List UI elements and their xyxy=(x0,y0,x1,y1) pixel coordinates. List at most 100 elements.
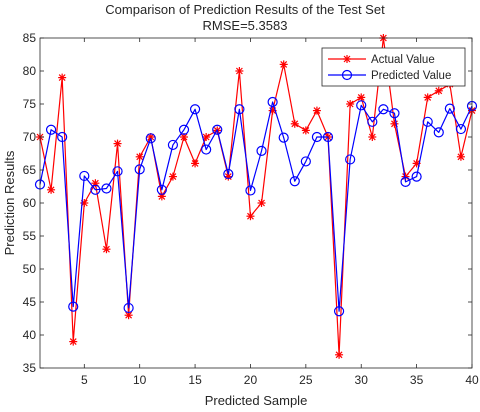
asterisk-stroke xyxy=(357,93,365,101)
y-axis-label: Prediction Results xyxy=(2,150,17,255)
predicted-value-point xyxy=(156,184,167,195)
predicted-value-point xyxy=(444,103,455,114)
asterisk-stroke xyxy=(191,159,199,167)
actual-value-point xyxy=(124,311,133,320)
predicted-value-point xyxy=(455,123,467,135)
predicted-value-point xyxy=(79,170,90,182)
asterisk-stroke xyxy=(180,133,188,141)
actual-value-point xyxy=(390,119,399,128)
actual-value-point xyxy=(135,152,144,161)
predicted-value-point xyxy=(378,104,389,115)
predicted-value-point xyxy=(123,302,134,314)
x-tick-label: 5 xyxy=(81,373,88,387)
asterisk-stroke xyxy=(391,120,398,128)
predicted-value-line xyxy=(39,101,473,312)
asterisk-stroke xyxy=(368,133,376,141)
actual-value-point xyxy=(202,133,211,141)
predicted-value-point xyxy=(422,116,433,127)
actual-value-point xyxy=(257,199,266,207)
asterisk-stroke xyxy=(69,338,77,346)
actual-value-point xyxy=(456,152,465,161)
asterisk-stroke xyxy=(202,133,210,141)
predicted-value-point xyxy=(234,104,245,115)
predicted-value-point xyxy=(57,131,68,143)
series-layer xyxy=(34,34,478,359)
actual-value-point xyxy=(113,139,122,148)
actual-value-point xyxy=(357,93,366,102)
asterisk-stroke xyxy=(413,159,421,167)
y-tick-label: 40 xyxy=(23,328,37,342)
predicted-value-point xyxy=(167,139,179,151)
predicted-value-point xyxy=(256,145,267,156)
predicted-value-point xyxy=(267,96,278,108)
legend-label-actual: Actual Value xyxy=(371,54,435,66)
predicted-value-point xyxy=(90,184,101,195)
actual-value-point xyxy=(191,159,200,168)
asterisk-stroke xyxy=(291,120,299,128)
asterisk-stroke xyxy=(280,60,288,68)
actual-value-point xyxy=(102,245,111,254)
actual-value-point xyxy=(47,185,56,194)
asterisk-stroke xyxy=(47,186,55,194)
asterisk-stroke xyxy=(247,212,254,220)
x-tick-label: 40 xyxy=(465,373,479,387)
actual-value-point xyxy=(235,67,244,75)
actual-value-point xyxy=(335,350,344,359)
predicted-value-point xyxy=(333,306,345,317)
x-tick-label: 15 xyxy=(188,373,202,387)
actual-value-point xyxy=(246,212,255,221)
plot-area xyxy=(40,38,472,368)
actual-value-point xyxy=(423,93,432,102)
x-axis-label: Predicted Sample xyxy=(205,393,308,408)
predicted-value-point xyxy=(134,164,145,175)
asterisk-stroke xyxy=(313,107,321,115)
y-tick-label: 80 xyxy=(23,64,37,78)
asterisk-stroke xyxy=(235,67,243,75)
predicted-value-point xyxy=(201,144,212,155)
predicted-value-point xyxy=(212,124,223,135)
predicted-value-point xyxy=(101,183,112,194)
y-tick-label: 35 xyxy=(23,361,37,375)
x-tick-label: 25 xyxy=(299,373,313,387)
legend-box xyxy=(321,47,466,87)
predicted-value-point xyxy=(300,156,311,167)
asterisk-stroke xyxy=(302,126,310,134)
asterisk-stroke xyxy=(136,153,144,161)
actual-value-point xyxy=(301,126,310,135)
asterisk-stroke xyxy=(169,173,177,181)
y-tick-label: 70 xyxy=(23,130,37,144)
legend-marker-actual xyxy=(343,55,351,63)
predicted-value-point xyxy=(178,124,190,135)
asterisk-stroke xyxy=(125,311,133,319)
chart-title: Comparison of Prediction Results of the … xyxy=(105,2,385,17)
predicted-value-point xyxy=(145,133,156,144)
actual-value-point xyxy=(346,100,355,108)
y-tick-label: 45 xyxy=(23,295,37,309)
predicted-value-point xyxy=(245,185,256,196)
asterisk-stroke xyxy=(147,133,155,141)
x-tick-label: 10 xyxy=(133,373,147,387)
predicted-value-point xyxy=(356,100,367,111)
asterisk-stroke xyxy=(258,199,265,207)
legend: Actual Value Predicted Value xyxy=(321,47,466,87)
x-tick-label: 20 xyxy=(244,373,258,387)
asterisk-stroke xyxy=(58,74,66,82)
predicted-value-point xyxy=(389,108,400,119)
predicted-value-point xyxy=(289,176,300,187)
predicted-value-point xyxy=(367,116,378,127)
actual-value-point xyxy=(69,337,78,346)
asterisk-stroke xyxy=(402,173,409,181)
actual-value-point xyxy=(58,73,67,82)
asterisk-stroke xyxy=(435,87,443,95)
predicted-value-point xyxy=(112,166,123,177)
y-tick-label: 85 xyxy=(23,31,37,45)
y-tick-label: 55 xyxy=(23,229,37,243)
actual-value-point xyxy=(279,60,288,69)
predicted-value-point xyxy=(345,154,356,165)
asterisk-stroke xyxy=(424,93,432,101)
actual-value-point xyxy=(434,86,443,95)
asterisk-stroke xyxy=(103,245,110,253)
legend-label-predicted: Predicted Value xyxy=(371,70,451,82)
asterisk-stroke xyxy=(114,140,121,148)
actual-value-point xyxy=(368,133,377,141)
